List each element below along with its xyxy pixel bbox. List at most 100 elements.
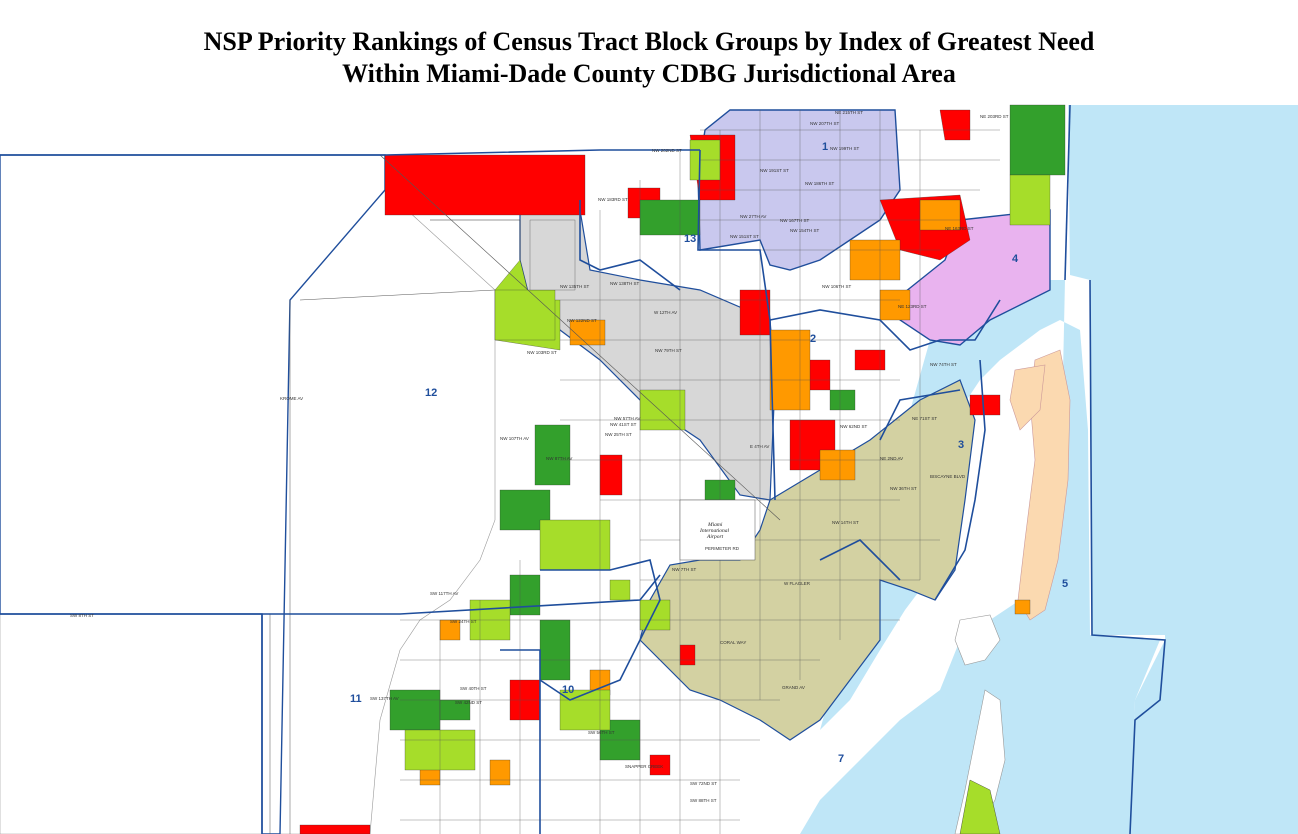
road-label: NW 36TH ST	[890, 486, 917, 491]
road-label: NW 154TH ST	[790, 228, 820, 233]
district-label-1: 1	[822, 141, 828, 153]
road-label: NE 71ST ST	[912, 416, 937, 421]
biscayne-bay	[800, 280, 1160, 834]
block-group-lightgreen	[1009, 174, 1051, 226]
road-label: NW 202ND ST	[652, 148, 682, 153]
block-group-orange	[919, 199, 961, 231]
block-group-lightgreen	[639, 599, 671, 631]
road-label: SNAPPER CREEK	[625, 764, 663, 769]
block-group-lightgreen	[609, 579, 631, 601]
road-label: W FLAGLER	[784, 581, 811, 586]
block-group-green	[1009, 104, 1066, 176]
road-grid	[269, 110, 1000, 834]
road-label: SW 56TH ST	[588, 730, 615, 735]
road-label: NW 25TH ST	[605, 432, 632, 437]
road-label: BISCAYNE BLVD	[930, 474, 966, 479]
airport-label-2: International	[699, 528, 729, 534]
block-group-green	[534, 424, 571, 486]
road-label: CORAL WAY	[720, 640, 746, 645]
block-group-green	[509, 574, 541, 616]
road-label: NW 103RD ST	[527, 350, 557, 355]
road-label: NW 14TH ST	[832, 520, 859, 525]
district-label-10: 10	[562, 684, 574, 696]
road-label: NW 87TH AV	[546, 456, 572, 461]
road-label: NW 107TH AV	[500, 436, 529, 441]
atlantic-ocean	[1068, 105, 1298, 834]
block-group-lightgreen	[559, 689, 611, 731]
road-label: NE 215TH ST	[835, 110, 863, 115]
district-5-area	[1017, 349, 1071, 621]
block-group-red	[384, 154, 586, 216]
road-label: SW 117TH AV	[430, 591, 458, 596]
district-boundaries	[0, 104, 1166, 834]
road-label: NW 122ND ST	[567, 318, 597, 323]
block-group-orange	[849, 239, 901, 281]
road-label: SW 137TH AV	[370, 696, 399, 701]
block-group-red	[649, 754, 671, 776]
airport-area	[679, 499, 756, 561]
block-group-green	[829, 389, 856, 411]
district-label-5: 5	[1062, 578, 1068, 590]
road-label: SW 8TH ST	[70, 613, 94, 618]
key-biscayne-south	[959, 779, 1001, 834]
road-label: NW 207TH ST	[810, 121, 840, 126]
road-label: NW 106TH ST	[822, 284, 852, 289]
road-label: NW 135TH ST	[560, 284, 590, 289]
block-group-red	[739, 289, 771, 336]
road-label: NW 57TH AV	[614, 416, 640, 421]
road-label: NW 74TH ST	[930, 362, 957, 367]
road-label: NE 163RD ST	[945, 226, 974, 231]
road-label: SW 40TH ST	[460, 686, 487, 691]
block-group-orange	[569, 319, 606, 346]
map-title-line-1: NSP Priority Rankings of Census Tract Bl…	[203, 27, 1095, 56]
road-label: NE 203RD ST	[980, 114, 1009, 119]
block-group-orange	[879, 289, 911, 321]
block-group-lightgreen	[494, 289, 556, 341]
virginia-key	[954, 614, 1001, 666]
road-label: NW 167TH ST	[780, 218, 810, 223]
block-group-red	[299, 824, 371, 834]
district-label-7: 7	[838, 753, 844, 765]
road-label: SW 42ND ST	[455, 700, 482, 705]
block-group-orange	[769, 329, 811, 411]
district-4-area	[894, 209, 1051, 346]
land-outline-south	[0, 613, 263, 834]
road-label: NW 7TH ST	[672, 567, 697, 572]
water-layer	[800, 105, 1298, 834]
block-group-red	[969, 394, 1001, 416]
road-label: GRAND AV	[782, 685, 805, 690]
block-group-lightgreen	[639, 389, 686, 431]
block-group-lightgreen	[539, 519, 611, 571]
road-labels: NE 215TH ST NW 207TH ST NE 203RD ST NW 2…	[70, 110, 1009, 803]
block-group-orange	[1014, 599, 1031, 615]
airport: Miami International Airport	[679, 499, 756, 561]
road-label: SW 24TH ST	[450, 619, 477, 624]
district-label-4: 4	[1012, 253, 1019, 265]
district-label-13: 13	[684, 233, 696, 245]
miami-beach-area	[1009, 364, 1046, 431]
road-label: NW 138TH ST	[610, 281, 640, 286]
block-group-grey	[529, 219, 576, 291]
road-label: PERIMETER RD	[705, 546, 740, 551]
road-label: NW 79TH ST	[655, 348, 682, 353]
block-group-orange	[489, 759, 511, 786]
road-label: NW 191ST ST	[760, 168, 789, 173]
road-label: NE 2ND AV	[880, 456, 903, 461]
road-label: NW 27TH AV	[740, 214, 766, 219]
block-group-orange	[819, 449, 856, 481]
map-title-line-2: Within Miami-Dade County CDBG Jurisdicti…	[342, 59, 956, 88]
block-group-green	[539, 619, 571, 681]
road-label: NW 151ST ST	[730, 234, 759, 239]
district-label-12: 12	[425, 387, 437, 399]
district-label-11: 11	[350, 693, 362, 705]
road-label: NW 41ST ST	[610, 422, 637, 427]
road-label: W 12TH AV	[654, 310, 677, 315]
airport-label-3: Airport	[706, 534, 724, 540]
road-label: SW 88TH ST	[690, 798, 717, 803]
block-group-red	[679, 644, 696, 666]
block-group-red	[599, 454, 623, 496]
road-label: NW 199TH ST	[830, 146, 860, 151]
map-title: NSP Priority Rankings of Census Tract Bl…	[0, 0, 1298, 100]
road-label: NW 186TH ST	[805, 181, 835, 186]
district-label-3: 3	[958, 439, 964, 451]
